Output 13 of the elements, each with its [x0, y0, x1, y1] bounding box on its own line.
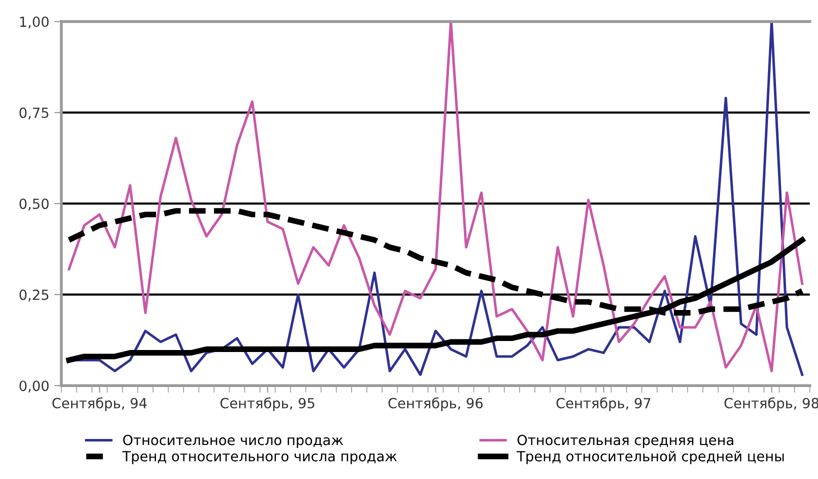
x-tick-label: Сентябрь, 97 [556, 397, 650, 412]
legend-label: Относительное число продаж [123, 434, 344, 448]
y-tick-label: 0,75 [20, 108, 48, 120]
y-tick-label: 0,00 [20, 380, 49, 392]
x-tick-label: Сентябрь, 94 [52, 397, 147, 412]
y-tick-label: 0,50 [20, 198, 49, 210]
y-tick-label: 0,25 [20, 290, 48, 302]
legend-label: Тренд относительной средней цены [516, 450, 784, 464]
legend-label: Тренд относительного числа продаж [122, 451, 397, 464]
y-tick-label: 1,00 [20, 16, 49, 28]
x-tick-label: Сентябрь, 95 [220, 397, 314, 412]
x-tick-label: Сентябрь, 96 [388, 397, 483, 412]
legend-label: Относительная средняя цена [518, 434, 734, 448]
